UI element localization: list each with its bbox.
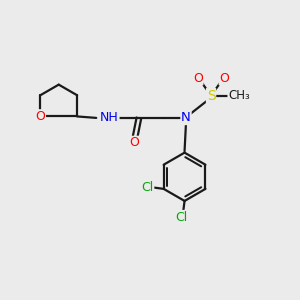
Text: NH: NH — [100, 111, 119, 124]
Text: Cl: Cl — [141, 181, 154, 194]
Text: O: O — [193, 72, 203, 85]
Text: N: N — [181, 111, 191, 124]
Text: S: S — [207, 89, 215, 103]
Text: Cl: Cl — [176, 211, 188, 224]
Text: CH₃: CH₃ — [228, 89, 250, 102]
Text: O: O — [130, 136, 140, 149]
Text: O: O — [35, 110, 45, 123]
Text: O: O — [219, 72, 229, 85]
